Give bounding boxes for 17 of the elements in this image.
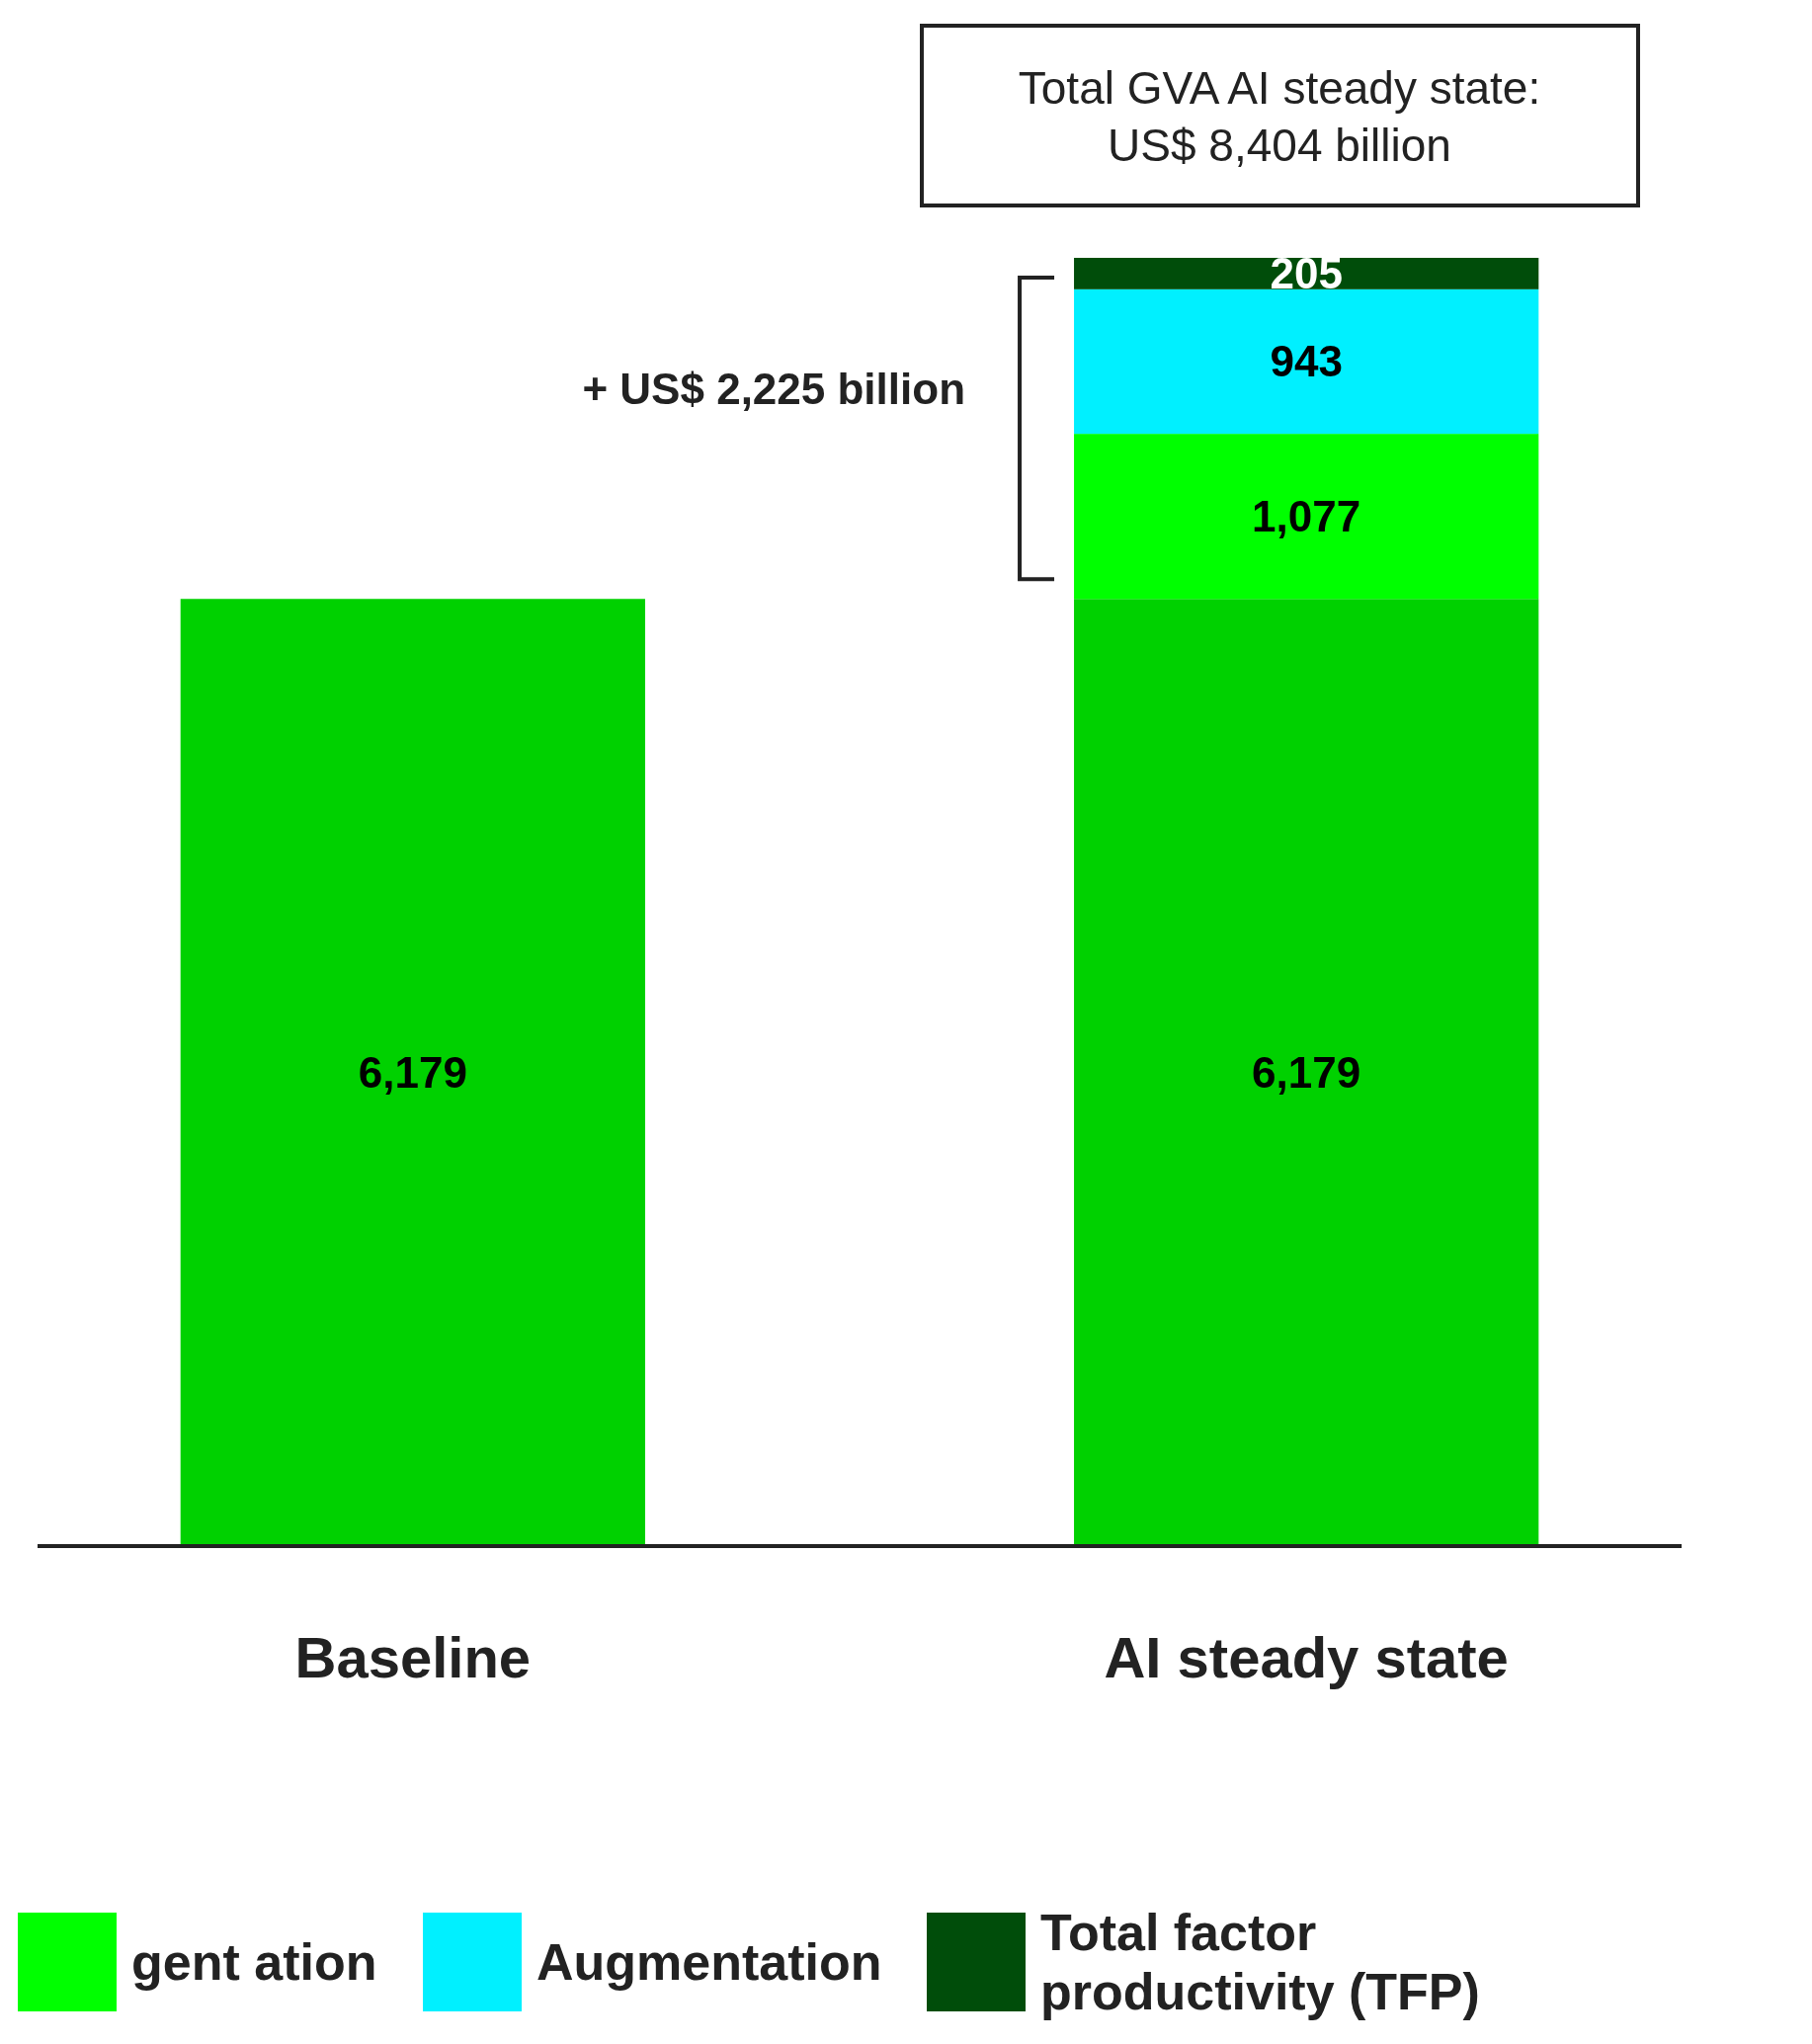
bar — [180, 599, 645, 1546]
x-tick-label: AI steady state — [1104, 1625, 1509, 1689]
bar — [1074, 599, 1539, 1546]
data-label: 205 — [1270, 249, 1343, 298]
bar — [1074, 434, 1539, 600]
x-tick-label: Baseline — [294, 1625, 532, 1689]
annotation: + US$ 2,225 billion — [582, 365, 966, 414]
data-label: 1,077 — [1252, 492, 1361, 541]
bar — [1074, 258, 1539, 289]
data-label: 943 — [1270, 337, 1343, 386]
legend-label: Total factor productivity (TFP) — [1040, 1904, 1480, 2021]
data-label: 6,179 — [1252, 1048, 1361, 1098]
bar — [1074, 288, 1539, 435]
text: Total GVA AI steady state: US$ 8,404 billion — [1018, 62, 1541, 171]
data-label: 6,179 — [358, 1048, 467, 1098]
legend-label: gent ation — [131, 1933, 377, 1992]
legend-label: Augmentation — [536, 1933, 882, 1992]
